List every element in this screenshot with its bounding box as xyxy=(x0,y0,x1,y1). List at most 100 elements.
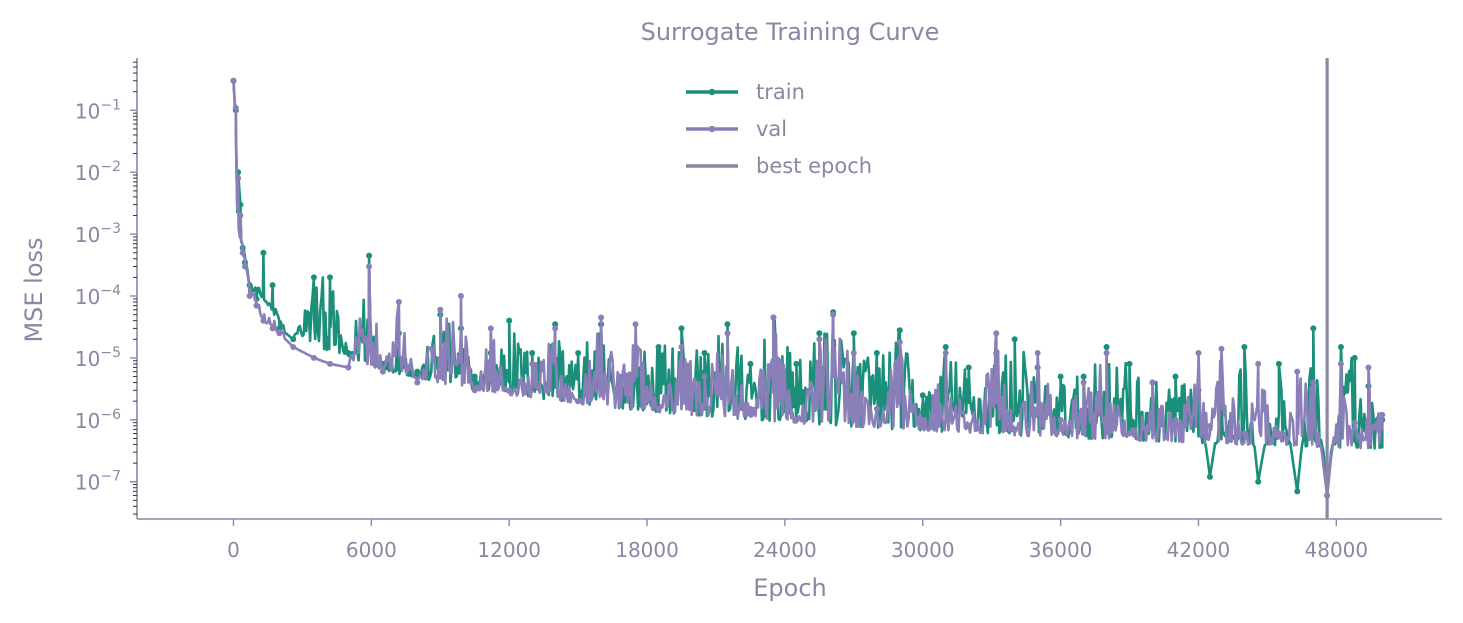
data-point-val xyxy=(701,373,708,380)
data-point-val xyxy=(1034,350,1041,357)
data-point-val xyxy=(1365,364,1372,371)
x-tick-label: 18000 xyxy=(615,538,679,562)
data-point-train xyxy=(326,274,333,281)
data-point-train xyxy=(1103,344,1110,351)
series-train xyxy=(230,77,1386,499)
y-tick-label: 10−3 xyxy=(75,221,121,247)
data-point-train xyxy=(873,350,880,357)
legend-item-train: train xyxy=(686,80,805,104)
data-point-train xyxy=(260,249,267,256)
data-point-val xyxy=(724,330,731,337)
data-point-val xyxy=(232,104,239,111)
data-point-train xyxy=(310,274,317,281)
data-point-val xyxy=(1172,416,1179,423)
data-point-train xyxy=(793,360,800,367)
data-point-val xyxy=(1241,430,1248,437)
data-point-train xyxy=(701,350,708,357)
data-point-train xyxy=(471,373,478,380)
legend-label: train xyxy=(756,80,805,104)
data-point-val xyxy=(241,263,248,270)
data-point-train xyxy=(965,364,972,371)
data-point-val xyxy=(1218,345,1225,352)
data-point-train xyxy=(816,330,823,337)
y-axis: 10−7 10−6 10−5 10−4 10−3 10−2 10−1 xyxy=(75,58,138,519)
data-point-val xyxy=(345,364,352,371)
data-point-val xyxy=(260,317,267,324)
data-point-val xyxy=(1294,368,1301,375)
data-point-train xyxy=(678,325,685,332)
data-point-val xyxy=(230,77,237,84)
x-tick-label: 6000 xyxy=(346,538,397,562)
data-point-train xyxy=(414,368,421,375)
data-point-val xyxy=(1103,350,1110,357)
data-point-val xyxy=(1351,419,1358,426)
x-tick-label: 42000 xyxy=(1167,538,1231,562)
y-tick-label: 10−5 xyxy=(75,345,121,371)
y-tick-label: 10−7 xyxy=(75,469,121,495)
data-point-val xyxy=(655,405,662,412)
x-tick-label: 12000 xyxy=(477,538,541,562)
data-point-train xyxy=(1126,360,1133,367)
data-point-val xyxy=(414,379,421,386)
y-axis-label: MSE loss xyxy=(20,237,48,342)
legend-label: val xyxy=(756,117,787,141)
data-point-train xyxy=(1255,478,1262,485)
data-point-val xyxy=(290,344,297,351)
data-point-val xyxy=(678,344,685,351)
data-point-train xyxy=(506,317,513,324)
data-point-val xyxy=(1080,379,1087,386)
data-point-val xyxy=(310,354,317,361)
data-point-train xyxy=(850,330,857,337)
data-point-train xyxy=(1057,373,1064,380)
data-point-val xyxy=(632,321,639,328)
legend-item-val: val xyxy=(686,117,787,141)
data-point-val xyxy=(993,330,1000,337)
data-point-train xyxy=(290,336,297,343)
x-tick-label: 48000 xyxy=(1305,538,1369,562)
y-tick-label: 10−1 xyxy=(75,97,121,123)
data-point-val xyxy=(1149,379,1156,386)
data-point-train xyxy=(896,327,903,334)
x-tick-label: 0 xyxy=(227,538,240,562)
data-point-val xyxy=(873,405,880,412)
legend-label: best epoch xyxy=(756,154,872,178)
data-point-val xyxy=(235,175,242,182)
data-point-train xyxy=(1310,325,1317,332)
data-point-val xyxy=(506,387,513,394)
data-point-val xyxy=(395,299,402,306)
data-point-val xyxy=(1255,360,1262,367)
data-point-train xyxy=(919,392,926,399)
y-tick-label: 10−2 xyxy=(75,159,121,185)
data-point-train xyxy=(724,321,731,328)
x-tick-label: 36000 xyxy=(1029,538,1093,562)
data-point-train xyxy=(529,350,536,357)
data-point-val xyxy=(1195,350,1202,357)
data-point-val xyxy=(747,405,754,412)
data-point-val xyxy=(1310,379,1317,386)
data-point-val xyxy=(552,325,559,332)
data-point-train xyxy=(366,252,373,259)
data-point-val xyxy=(326,360,333,367)
data-point-val xyxy=(457,293,464,300)
data-point-train xyxy=(1080,373,1087,380)
data-point-val xyxy=(616,373,623,380)
data-point-train xyxy=(1011,336,1018,343)
data-point-val xyxy=(1126,430,1133,437)
data-point-train xyxy=(1172,373,1179,380)
data-point-train xyxy=(1351,354,1358,361)
data-point-val xyxy=(1337,360,1344,367)
data-point-val xyxy=(246,293,253,300)
data-point-train xyxy=(1241,344,1248,351)
data-point-val xyxy=(816,336,823,343)
data-point-train xyxy=(1206,473,1213,480)
data-point-train xyxy=(942,344,949,351)
data-point-train xyxy=(276,325,283,332)
data-point-train xyxy=(747,360,754,367)
x-axis: 0 6000 12000 18000 24000 30000 36000 42000 48000 xyxy=(137,518,1442,562)
data-point-val xyxy=(575,398,582,405)
data-point-val xyxy=(276,330,283,337)
data-point-val xyxy=(379,368,386,375)
data-point-val xyxy=(237,212,244,219)
data-point-val xyxy=(1275,430,1282,437)
data-point-val xyxy=(1206,422,1213,429)
